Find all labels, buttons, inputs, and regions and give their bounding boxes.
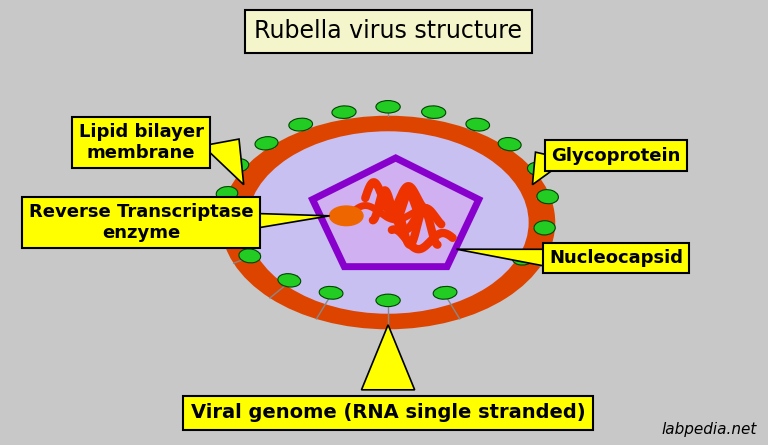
Polygon shape	[203, 139, 243, 185]
Ellipse shape	[332, 106, 356, 118]
Ellipse shape	[217, 186, 238, 201]
Ellipse shape	[534, 221, 555, 235]
Ellipse shape	[466, 118, 489, 131]
Ellipse shape	[239, 249, 260, 263]
Ellipse shape	[247, 131, 528, 314]
Ellipse shape	[227, 159, 249, 172]
Polygon shape	[532, 152, 568, 185]
Text: Lipid bilayer
membrane: Lipid bilayer membrane	[78, 123, 204, 162]
Ellipse shape	[221, 116, 555, 329]
Polygon shape	[362, 325, 415, 390]
Circle shape	[329, 206, 363, 226]
Ellipse shape	[498, 138, 521, 151]
Text: Reverse Transcriptase
enzyme: Reverse Transcriptase enzyme	[29, 203, 253, 242]
Ellipse shape	[537, 190, 558, 204]
Ellipse shape	[278, 274, 301, 287]
Ellipse shape	[528, 162, 550, 176]
Ellipse shape	[433, 287, 457, 299]
Ellipse shape	[319, 287, 343, 299]
Text: Viral genome (RNA single stranded): Viral genome (RNA single stranded)	[190, 404, 585, 422]
Polygon shape	[313, 158, 478, 267]
Text: labpedia.net: labpedia.net	[661, 422, 756, 437]
Ellipse shape	[255, 137, 278, 150]
Text: Rubella virus structure: Rubella virus structure	[254, 19, 522, 43]
Ellipse shape	[289, 118, 313, 131]
Ellipse shape	[512, 251, 535, 265]
Ellipse shape	[376, 101, 400, 113]
Ellipse shape	[220, 220, 240, 234]
Text: Nucleocapsid: Nucleocapsid	[549, 249, 683, 267]
Ellipse shape	[376, 294, 400, 307]
Ellipse shape	[422, 106, 445, 118]
Text: Glycoprotein: Glycoprotein	[551, 147, 680, 165]
Polygon shape	[456, 249, 554, 267]
Polygon shape	[227, 213, 329, 232]
